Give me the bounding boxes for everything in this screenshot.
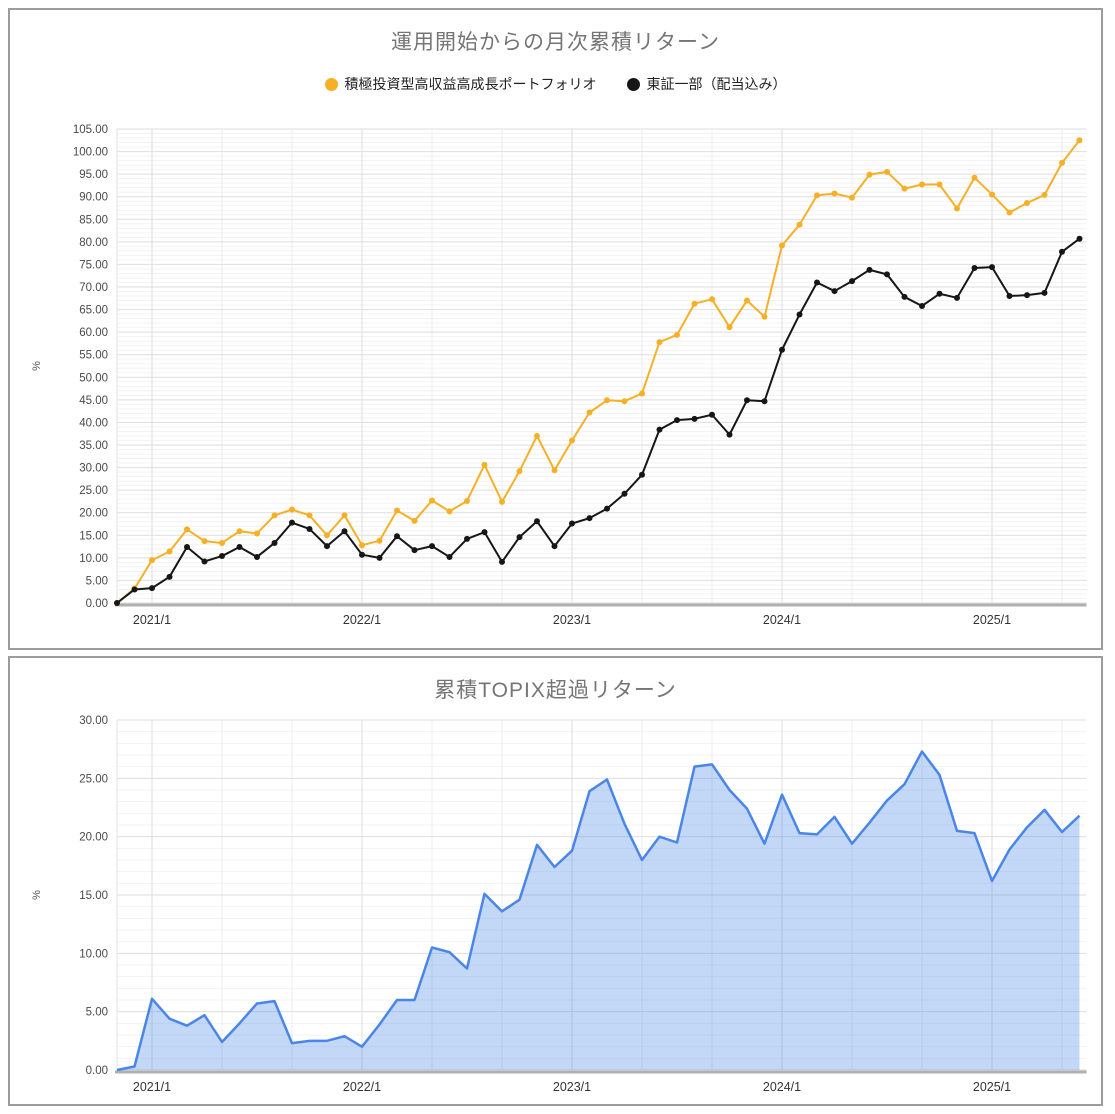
svg-text:2022/1: 2022/1: [343, 1080, 381, 1094]
svg-text:%: %: [31, 361, 43, 371]
svg-text:2022/1: 2022/1: [343, 613, 381, 627]
svg-text:100.00: 100.00: [73, 147, 108, 159]
svg-text:2023/1: 2023/1: [553, 613, 591, 627]
excess-return-panel: 累積TOPIX超過リターン 0.00 5.00 10.00 15.00 20.00 25.…: [8, 656, 1103, 1106]
svg-text:90.00: 90.00: [79, 192, 108, 204]
svg-text:20.00: 20.00: [79, 508, 108, 520]
cumulative-return-line-chart: 0.00 5.00 10.00 15.00 20.00 25.00 30.00 35.00 40…: [31, 124, 1087, 627]
svg-text:10.00: 10.00: [79, 948, 108, 960]
svg-text:%: %: [31, 890, 43, 900]
svg-text:0.00: 0.00: [86, 1065, 108, 1077]
svg-text:85.00: 85.00: [79, 214, 108, 226]
portfolio-series-marker-icon: [324, 77, 338, 91]
svg-text:75.00: 75.00: [79, 259, 108, 271]
svg-text:25.00: 25.00: [79, 773, 108, 785]
excess-return-area-chart: 0.00 5.00 10.00 15.00 20.00 25.00 30.00 2021/1 2…: [31, 715, 1087, 1094]
svg-text:30.00: 30.00: [79, 715, 108, 727]
svg-text:50.00: 50.00: [79, 372, 108, 384]
topix-series-marker-icon: [626, 77, 640, 91]
svg-text:10.00: 10.00: [79, 553, 108, 565]
svg-text:60.00: 60.00: [79, 327, 108, 339]
svg-text:55.00: 55.00: [79, 350, 108, 362]
legend-label-portfolio: 積極投資型高収益高成長ポートフォリオ: [344, 76, 597, 92]
chart-title-cumulative-return: 運用開始からの月次累積リターン: [391, 31, 720, 54]
svg-text:40.00: 40.00: [79, 417, 108, 429]
svg-text:70.00: 70.00: [79, 282, 108, 294]
svg-text:20.00: 20.00: [79, 832, 108, 844]
svg-text:25.00: 25.00: [79, 485, 108, 497]
legend-label-topix: 東証一部（配当込み）: [646, 76, 787, 92]
svg-text:105.00: 105.00: [73, 124, 108, 136]
svg-text:95.00: 95.00: [79, 169, 108, 181]
legend-item-portfolio: 積極投資型高収益高成長ポートフォリオ: [324, 74, 597, 94]
svg-text:2024/1: 2024/1: [763, 613, 801, 627]
svg-text:5.00: 5.00: [86, 1007, 108, 1019]
svg-text:15.00: 15.00: [79, 530, 108, 542]
svg-text:35.00: 35.00: [79, 440, 108, 452]
svg-text:80.00: 80.00: [79, 237, 108, 249]
chart-legend: 積極投資型高収益高成長ポートフォリオ 東証一部（配当込み）: [10, 74, 1101, 94]
legend-item-topix: 東証一部（配当込み）: [626, 74, 787, 94]
monthly-cumulative-return-panel: 運用開始からの月次累積リターン 積極投資型高収益高成長ポートフォリオ 東証一部（…: [8, 8, 1103, 650]
svg-text:2021/1: 2021/1: [133, 1080, 171, 1094]
svg-text:45.00: 45.00: [79, 395, 108, 407]
svg-text:65.00: 65.00: [79, 305, 108, 317]
svg-text:15.00: 15.00: [79, 890, 108, 902]
svg-text:2025/1: 2025/1: [973, 613, 1011, 627]
chart-title-excess-return: 累積TOPIX超過リターン: [434, 679, 677, 702]
svg-text:2023/1: 2023/1: [553, 1080, 591, 1094]
svg-text:30.00: 30.00: [79, 463, 108, 475]
svg-text:0.00: 0.00: [86, 598, 108, 610]
svg-text:2024/1: 2024/1: [763, 1080, 801, 1094]
svg-text:2025/1: 2025/1: [973, 1080, 1011, 1094]
svg-text:5.00: 5.00: [86, 575, 108, 587]
svg-text:2021/1: 2021/1: [133, 613, 171, 627]
